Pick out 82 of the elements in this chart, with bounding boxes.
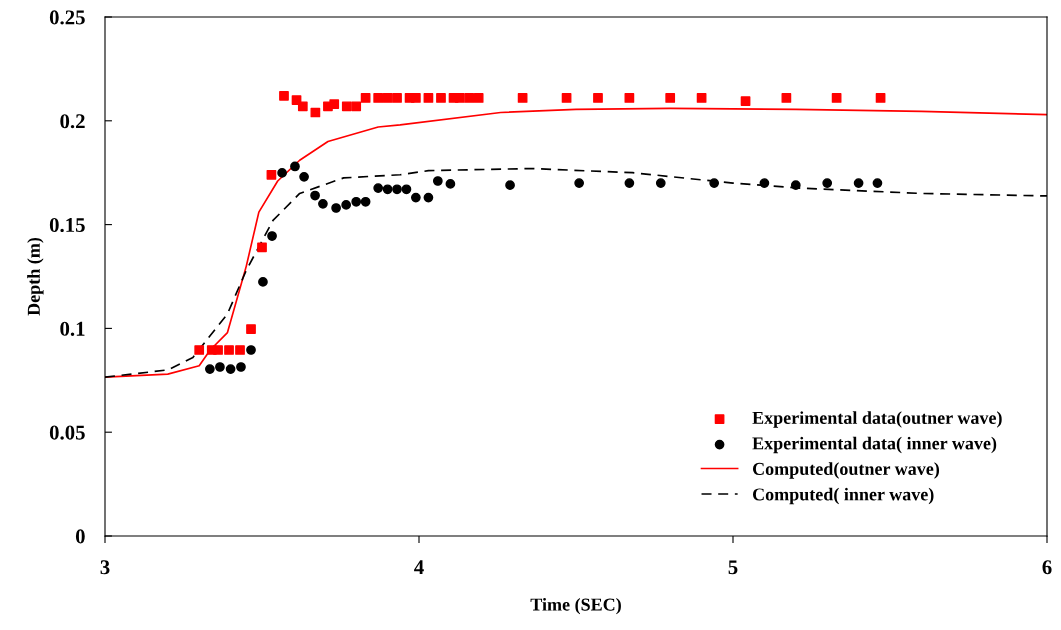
y-tick-label: 0.2 [60, 114, 85, 129]
x-tick-label: 5 [728, 560, 738, 575]
point [341, 101, 352, 112]
point [853, 178, 864, 188]
point [781, 93, 792, 103]
point [299, 171, 309, 182]
point [822, 178, 833, 188]
point [290, 161, 300, 172]
legend-label: Experimental data(outner wave) [752, 411, 1002, 428]
point [790, 180, 801, 191]
x-axis-title: Time (SEC) [530, 597, 621, 615]
x-tick-label: 4 [414, 560, 424, 575]
point [351, 196, 362, 207]
point [225, 364, 236, 374]
point [382, 184, 393, 195]
point [266, 169, 277, 180]
point [257, 242, 267, 253]
point [410, 93, 421, 103]
point [875, 93, 886, 103]
y-tick-label: 0.25 [49, 10, 85, 25]
point [517, 93, 528, 103]
point [297, 101, 308, 112]
point [392, 184, 402, 195]
point [665, 93, 676, 103]
point [205, 364, 215, 374]
legend-label: Computed( inner wave) [752, 487, 934, 505]
point [696, 93, 707, 103]
point [423, 192, 434, 203]
point [593, 93, 603, 103]
point [382, 93, 393, 103]
point [574, 178, 585, 188]
y-tick-label: 0.05 [49, 425, 85, 440]
point [236, 362, 246, 372]
point [331, 203, 341, 213]
point [360, 93, 371, 103]
point [329, 99, 340, 110]
point [655, 178, 666, 188]
point [473, 93, 484, 103]
point [267, 231, 277, 241]
point [740, 96, 751, 106]
point [246, 324, 256, 334]
point [454, 93, 465, 103]
point [279, 91, 289, 101]
point [432, 176, 443, 186]
point [561, 93, 572, 103]
point [505, 180, 515, 191]
y-axis-title: Depth (m) [27, 237, 44, 316]
point [624, 178, 635, 188]
point [194, 345, 205, 355]
point [246, 345, 256, 355]
point [624, 93, 635, 103]
point [759, 178, 770, 188]
point [831, 93, 842, 103]
point [373, 93, 384, 103]
point [423, 93, 434, 103]
point [224, 345, 234, 355]
point [318, 198, 328, 209]
point [392, 93, 402, 103]
point [360, 196, 371, 207]
point [351, 101, 362, 112]
point [277, 168, 287, 178]
point [436, 93, 446, 103]
point [445, 179, 456, 189]
point [258, 277, 268, 287]
point [213, 345, 223, 355]
point [235, 345, 245, 355]
point [373, 183, 384, 193]
point [464, 93, 475, 103]
point [410, 192, 421, 203]
point [215, 362, 225, 372]
x-tick-label: 6 [1042, 560, 1052, 575]
y-tick-label: 0 [75, 529, 85, 544]
legend-label: Experimental data( inner wave) [752, 436, 997, 454]
y-tick-label: 0.1 [60, 321, 85, 336]
y-tick-label: 0.15 [49, 217, 85, 233]
point [310, 190, 320, 201]
point [341, 200, 352, 210]
point [872, 178, 883, 188]
point [401, 184, 412, 195]
x-tick-label: 3 [100, 560, 110, 575]
point [709, 178, 720, 188]
legend-label: Computed(outner wave) [752, 462, 940, 479]
